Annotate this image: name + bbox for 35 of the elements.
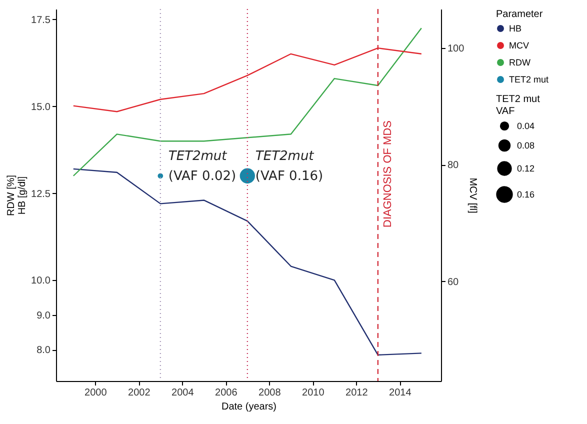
y-tick-label: 8.0 <box>36 345 51 356</box>
text: TET2 mut VAF <box>496 94 540 117</box>
legend-label: MCV <box>509 40 529 50</box>
x-tick-label: 2004 <box>172 388 194 398</box>
line-series <box>72 47 422 112</box>
legend-title: Parameter <box>496 9 544 20</box>
x-tick-label: 2002 <box>128 388 151 398</box>
x-tick-label: 2008 <box>258 388 282 398</box>
legend-label: 0.04 <box>517 121 535 131</box>
y-tick-label: 10.0 <box>31 276 51 287</box>
y2-tick-label: 100 <box>448 44 465 55</box>
x-tick-label: 2006 <box>215 388 238 398</box>
y-tick-label: 15.0 <box>31 102 51 113</box>
x-tick-label: 2010 <box>302 388 325 398</box>
y-axis-title: RDW [%] HB [g/dl] <box>6 174 28 216</box>
legend-label: HB <box>509 24 522 34</box>
y2-axis-title: MCV [fl] <box>467 178 478 214</box>
line-series <box>72 168 422 356</box>
y2-tick-label: 60 <box>448 276 460 288</box>
y-tick-label: 12.5 <box>31 188 51 200</box>
legend-label: 0.16 <box>517 190 535 200</box>
legend-label: RDW <box>509 58 531 68</box>
legend-label: TET2 mut <box>509 74 550 84</box>
annotation: TET2mut (VAF 0.16) <box>255 148 324 184</box>
legend-label: 0.12 <box>517 164 535 174</box>
x-tick-label: 2000 <box>84 388 108 398</box>
annotation: TET2mut (VAF 0.02) <box>168 148 236 184</box>
x-axis-title: Date (years) <box>221 402 277 412</box>
legend-label: 0.08 <box>517 140 535 150</box>
y-tick-label: 17.5 <box>31 14 51 26</box>
ref-line-label: DIAGNOSIS OF MDS <box>382 120 394 228</box>
y2-tick-label: 80 <box>448 160 460 172</box>
y-tick-label: 9.0 <box>36 310 51 322</box>
x-tick-label: 2012 <box>346 388 368 398</box>
x-tick-label: 2014 <box>389 388 412 398</box>
